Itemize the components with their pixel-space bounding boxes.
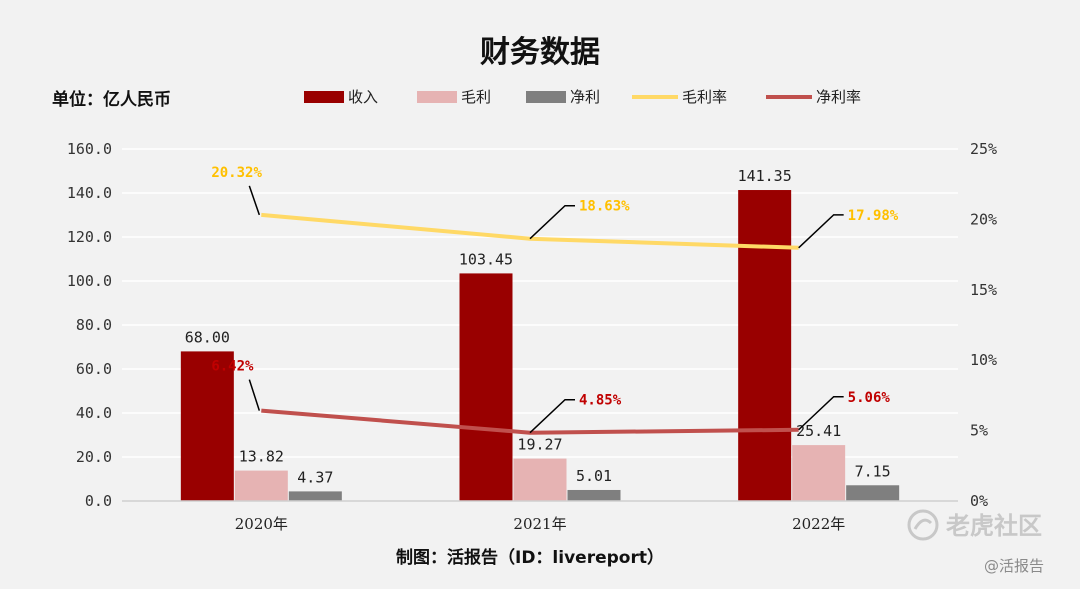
bar-value-label: 13.82 — [239, 448, 284, 466]
bar-净利 — [288, 491, 342, 501]
bar-value-label: 7.15 — [855, 462, 891, 480]
y-left-tick-label: 120.0 — [67, 228, 112, 246]
tiger-logo-swirl — [913, 518, 933, 530]
bar-value-label: 19.27 — [517, 436, 562, 454]
bar-收入 — [738, 190, 792, 501]
y-left-tick-label: 20.0 — [76, 448, 112, 466]
unit-label: 单位：亿人民币 — [52, 89, 171, 110]
chart-title: 财务数据 — [480, 35, 600, 70]
tiger-logo-icon — [907, 509, 939, 541]
bar-毛利 — [792, 445, 846, 501]
x-tick-label: 2021年 — [513, 515, 566, 533]
bar-净利 — [846, 485, 900, 501]
x-tick-label: 2020年 — [235, 515, 288, 533]
watermark: 老虎社区 @活报告 — [907, 509, 1044, 575]
rate-value-label: 18.63% — [579, 199, 630, 215]
bar-value-label: 141.35 — [738, 167, 792, 185]
legend-label: 毛利率 — [682, 88, 727, 106]
axes: 0.0 20.0 40.0 60.0 80.0 100.0 120.0 140.0 160.0 0… — [67, 140, 997, 533]
rate-value-label: 5.06% — [848, 390, 891, 406]
y-left-tick-label: 60.0 — [76, 360, 112, 378]
watermark-handle: @活报告 — [984, 557, 1044, 575]
x-tick-label: 2022年 — [792, 515, 845, 533]
bar-value-label: 25.41 — [796, 422, 841, 440]
bars — [180, 190, 900, 501]
rate-lines — [261, 212, 799, 435]
legend-swatch-收入 — [304, 91, 344, 103]
leader-line — [248, 379, 261, 411]
y-right-tick-label: 0% — [970, 492, 988, 510]
y-left-tick-label: 140.0 — [67, 184, 112, 202]
rate-value-label: 20.32% — [211, 165, 262, 181]
credit-footer: 制图：活报告（ID：livereport） — [396, 547, 664, 568]
leader-line — [529, 204, 575, 240]
gridlines — [122, 148, 958, 458]
legend-label: 毛利 — [461, 88, 491, 106]
y-right-tick-label: 20% — [970, 210, 997, 228]
bar-收入 — [180, 351, 234, 501]
y-left-tick-label: 100.0 — [67, 272, 112, 290]
y-right-tick-label: 25% — [970, 140, 997, 158]
rate-value-label: 6.42% — [211, 359, 254, 375]
y-left-tick-label: 40.0 — [76, 404, 112, 422]
rate-value-label: 17.98% — [848, 208, 899, 224]
legend-label: 收入 — [348, 88, 378, 106]
leader-line — [248, 185, 261, 216]
legend-swatch-净利 — [526, 91, 566, 103]
leader-line — [529, 398, 575, 434]
legend-swatch-毛利 — [417, 91, 457, 103]
bar-毛利 — [513, 458, 567, 501]
watermark-brand: 老虎社区 — [946, 512, 1042, 540]
bar-净利 — [567, 489, 621, 501]
bar-value-label: 68.00 — [185, 328, 230, 346]
leader-line — [798, 214, 844, 249]
y-right-tick-label: 15% — [970, 281, 997, 299]
y-left-tick-label: 0.0 — [85, 492, 112, 510]
y-right-tick-label: 5% — [970, 422, 988, 440]
rate-value-label: 4.85% — [579, 393, 622, 409]
y-right-tick-label: 10% — [970, 351, 997, 369]
bar-value-label: 4.37 — [297, 468, 333, 486]
bar-value-label: 5.01 — [576, 467, 612, 485]
bar-value-label: 103.45 — [459, 250, 513, 268]
y-left-tick-label: 160.0 — [67, 140, 112, 158]
data-labels: 68.00 103.45 141.35 13.82 19.27 25.41 4.37 5.01… — [185, 165, 899, 486]
bar-收入 — [459, 273, 513, 501]
y-left-tick-label: 80.0 — [76, 316, 112, 334]
legend-label: 净利 — [570, 88, 600, 106]
legend-label: 净利率 — [816, 88, 861, 106]
legend: 收入 毛利 净利 毛利率 净利率 — [304, 88, 861, 106]
bar-毛利 — [234, 470, 288, 501]
line-净利率 — [261, 408, 799, 435]
line-毛利率 — [261, 212, 799, 250]
leader-line — [798, 396, 844, 431]
